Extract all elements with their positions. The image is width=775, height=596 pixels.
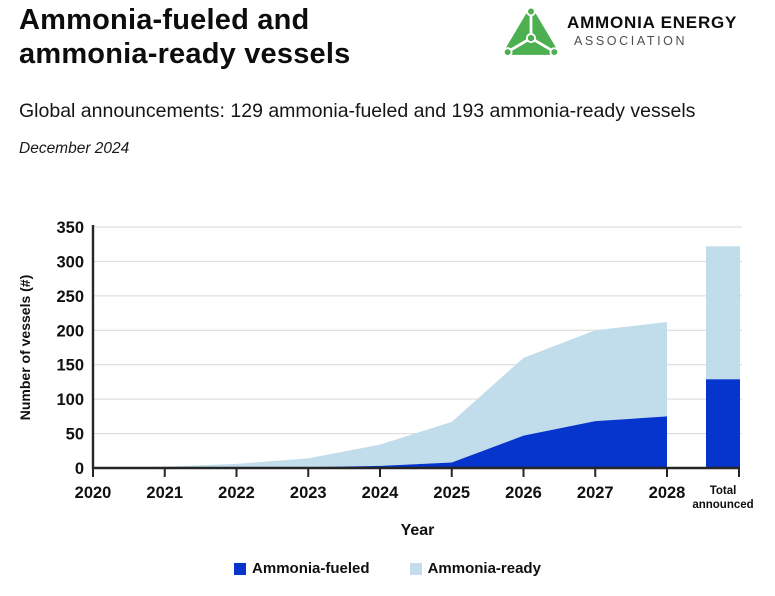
- page-title: Ammonia-fueled and ammonia-ready vessels: [19, 4, 351, 70]
- vessels-chart: 0 50 100 150 200 250 300 350 2020 2021 2022 2023 202…: [0, 215, 775, 550]
- legend-swatch-ammonia-ready: [409, 562, 422, 575]
- x-tick-label: 2024: [362, 484, 400, 502]
- x-tick-label: 2021: [146, 484, 183, 502]
- legend-swatch-ammonia-fueled: [234, 562, 247, 575]
- y-tick-label: 0: [75, 460, 84, 478]
- x-tick-label: 2025: [433, 484, 470, 502]
- aea-logo-icon: [503, 7, 559, 57]
- x-tick-label: 2028: [649, 484, 686, 502]
- y-tick-label: 250: [56, 288, 84, 306]
- legend-label-ammonia-ready: Ammonia-ready: [427, 560, 541, 577]
- total-bar-ammonia-ready: [706, 246, 740, 380]
- logo-name: AMMONIA ENERGY: [567, 13, 738, 32]
- logo-subname: ASSOCIATION: [574, 34, 688, 48]
- x-tick-label: 2022: [218, 484, 255, 502]
- x-tick-label: 2023: [290, 484, 327, 502]
- y-axis-title: Number of vessels (#): [17, 275, 33, 421]
- y-tick-label: 150: [56, 357, 84, 375]
- chart-legend: Ammonia-fueled Ammonia-ready: [0, 560, 775, 577]
- area-ammonia-ready: [93, 322, 667, 468]
- date-label: December 2024: [19, 140, 130, 157]
- vessels-chart-svg: 0 50 100 150 200 250 300 350 2020 2021 2022 2023 202…: [17, 219, 754, 539]
- y-tick-label: 300: [56, 253, 84, 271]
- aea-logo: AMMONIA ENERGY ASSOCIATION: [503, 7, 737, 57]
- x-tick-label: 2027: [577, 484, 614, 502]
- y-tick-label: 50: [66, 426, 84, 444]
- aea-logo-text: AMMONIA ENERGY ASSOCIATION: [567, 7, 737, 48]
- total-announced-label-line1: Total: [710, 485, 737, 497]
- y-tick-label: 350: [56, 219, 84, 237]
- y-tick-label: 100: [56, 391, 84, 409]
- subtitle: Global announcements: 129 ammonia-fueled…: [19, 100, 696, 122]
- legend-item-ammonia-fueled: Ammonia-fueled: [234, 560, 370, 577]
- legend-label-ammonia-fueled: Ammonia-fueled: [252, 560, 370, 577]
- area-ammonia-fueled: [93, 416, 667, 468]
- total-announced-label-line2: announced: [692, 499, 753, 511]
- total-bar-ammonia-fueled: [706, 379, 740, 468]
- x-tick-label: 2020: [75, 484, 112, 502]
- legend-item-ammonia-ready: Ammonia-ready: [409, 560, 541, 577]
- x-axis-title: Year: [401, 522, 435, 539]
- x-tick-label: 2026: [505, 484, 542, 502]
- y-tick-label: 200: [56, 322, 84, 340]
